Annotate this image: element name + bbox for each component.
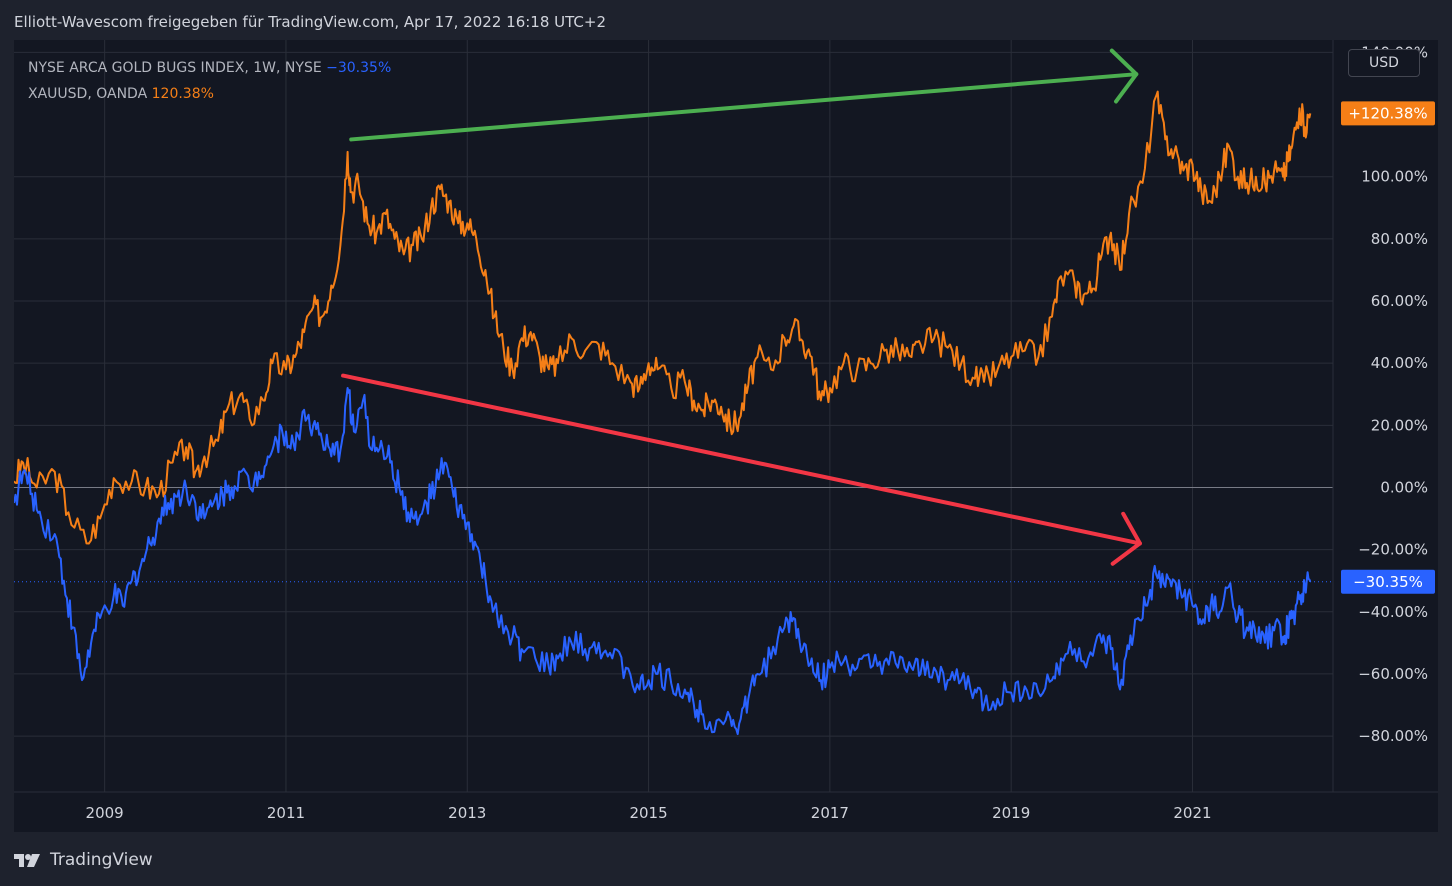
series-line-xauusd [14, 90, 1312, 545]
y-tick-label: 20.00% [1371, 416, 1428, 434]
red-trend-arrow-head [1110, 511, 1142, 566]
x-tick-label: 2017 [811, 804, 849, 822]
currency-button[interactable]: USD [1348, 49, 1420, 77]
tradingview-logo-icon [14, 854, 40, 867]
y-tick-label: −60.00% [1358, 665, 1428, 683]
green-trend-arrow-head [1109, 48, 1139, 104]
legend-hui-value: −30.35% [326, 60, 392, 76]
y-tick-label: −80.00% [1358, 727, 1428, 745]
legend-xauusd-label: XAUUSD, OANDA [28, 86, 148, 102]
chart-panel[interactable]: 140.00%100.00%80.00%60.00%40.00%20.00%0.… [14, 40, 1438, 832]
legend-xauusd-value: 120.38% [151, 86, 214, 102]
legend-hui-label: NYSE ARCA GOLD BUGS INDEX, 1W, NYSE [28, 60, 322, 76]
last-value-label-xauusd-bg [1341, 101, 1435, 126]
chart-legend: NYSE ARCA GOLD BUGS INDEX, 1W, NYSE −30.… [28, 55, 391, 107]
x-tick-label: 2013 [448, 804, 486, 822]
y-tick-label: 0.00% [1380, 478, 1428, 496]
x-tick-label: 2021 [1173, 804, 1211, 822]
green-trend-arrow [349, 72, 1139, 142]
x-tick-label: 2009 [86, 804, 124, 822]
y-tick-label: 80.00% [1371, 230, 1428, 248]
footer-brand[interactable]: TradingView [14, 846, 153, 874]
y-tick-label: −40.00% [1358, 603, 1428, 621]
last-value-label-xauusd: +120.38% [1348, 104, 1427, 122]
last-value-label-hui: −30.35% [1353, 573, 1423, 591]
chart-header-title: Elliott-Wavescom freigegeben für Trading… [14, 13, 606, 31]
legend-series-xauusd[interactable]: XAUUSD, OANDA 120.38% [28, 81, 391, 107]
x-tick-label: 2015 [629, 804, 667, 822]
y-tick-label: 60.00% [1371, 292, 1428, 310]
y-tick-label: 40.00% [1371, 354, 1428, 372]
red-trend-arrow [341, 373, 1142, 546]
last-value-label-hui-bg [1341, 569, 1435, 594]
x-tick-label: 2011 [267, 804, 305, 822]
legend-series-hui[interactable]: NYSE ARCA GOLD BUGS INDEX, 1W, NYSE −30.… [28, 55, 391, 81]
chart-canvas[interactable]: 140.00%100.00%80.00%60.00%40.00%20.00%0.… [14, 40, 1438, 832]
footer-brand-label: TradingView [50, 850, 153, 870]
x-tick-label: 2019 [992, 804, 1030, 822]
series-line-hui [14, 387, 1312, 736]
y-tick-label: −20.00% [1358, 541, 1428, 559]
y-tick-label: 100.00% [1361, 168, 1428, 186]
